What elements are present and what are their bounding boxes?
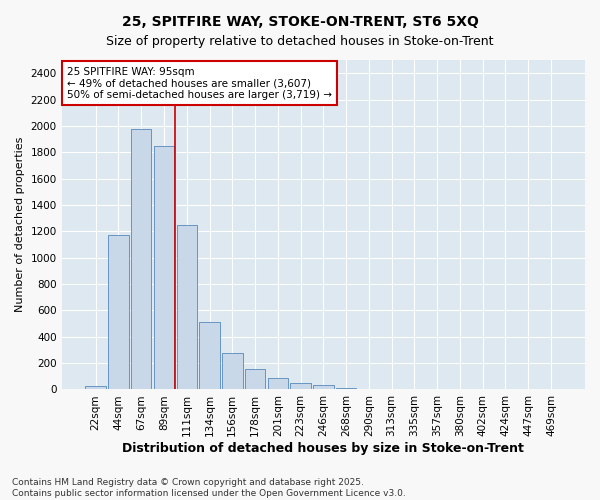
Bar [245, 369, 265, 390]
Text: Contains HM Land Registry data © Crown copyright and database right 2025.
Contai: Contains HM Land Registry data © Crown c… [12, 478, 406, 498]
Bar [290, 383, 311, 390]
Bar [108, 234, 129, 390]
Text: 25 SPITFIRE WAY: 95sqm
← 49% of detached houses are smaller (3,607)
50% of semi-: 25 SPITFIRE WAY: 95sqm ← 49% of detached… [67, 66, 332, 100]
Text: Size of property relative to detached houses in Stoke-on-Trent: Size of property relative to detached ho… [106, 35, 494, 48]
Bar [131, 129, 151, 390]
Bar [176, 226, 197, 390]
Bar [85, 386, 106, 390]
Bar [154, 146, 174, 390]
Bar [268, 378, 288, 390]
Bar [382, 389, 402, 390]
Bar [336, 388, 356, 390]
Text: 25, SPITFIRE WAY, STOKE-ON-TRENT, ST6 5XQ: 25, SPITFIRE WAY, STOKE-ON-TRENT, ST6 5X… [122, 15, 478, 29]
Y-axis label: Number of detached properties: Number of detached properties [15, 137, 25, 312]
Bar [359, 389, 379, 390]
X-axis label: Distribution of detached houses by size in Stoke-on-Trent: Distribution of detached houses by size … [122, 442, 524, 455]
Bar [199, 322, 220, 390]
Bar [222, 353, 242, 390]
Bar [313, 385, 334, 390]
